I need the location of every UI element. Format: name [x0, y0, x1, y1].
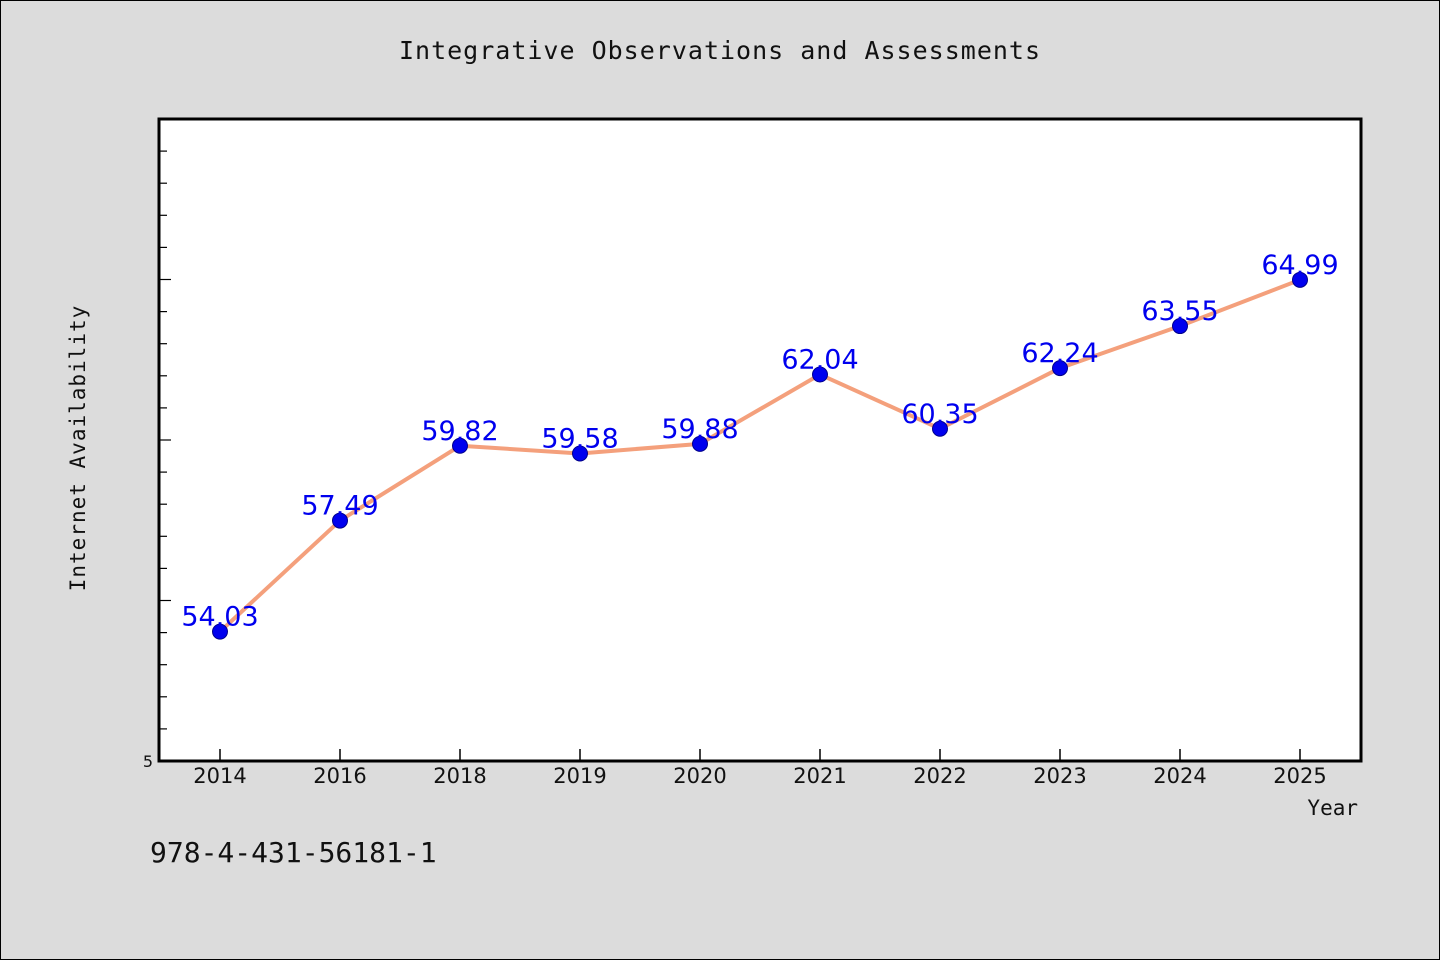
data-label: 59.82	[421, 416, 498, 447]
data-label: 63.55	[1141, 296, 1218, 327]
chart-title: Integrative Observations and Assessments	[398, 36, 1042, 65]
data-label: 59.58	[541, 423, 618, 454]
footnote-isbn: 978-4-431-56181-1	[150, 836, 437, 869]
x-tick-label: 2024	[1153, 764, 1206, 788]
x-tick-label: 2022	[913, 764, 966, 788]
data-point	[1172, 318, 1188, 335]
data-point	[932, 420, 948, 437]
data-label: 62.04	[781, 345, 858, 376]
data-label: 59.88	[661, 414, 738, 445]
x-tick-label: 2025	[1273, 764, 1326, 788]
x-tick-label: 2021	[793, 764, 846, 788]
data-labels: 54.03 57.49 59.82 59.58 59.88 62.04 60.35 62.24…	[181, 250, 1338, 633]
x-tick-label: 2023	[1033, 764, 1086, 788]
x-axis-ticks: 2014 2016 2018 2019 2020 2021 2022 2023 2024 2025	[193, 749, 1327, 788]
data-point	[212, 623, 228, 640]
y-tick-label: 5	[143, 752, 153, 771]
x-tick-label: 2019	[553, 764, 606, 788]
data-label: 64.99	[1261, 250, 1338, 281]
data-point	[692, 435, 708, 452]
data-label: 54.03	[181, 602, 258, 633]
x-tick-label: 2018	[433, 764, 486, 788]
data-point	[812, 366, 828, 383]
data-label: 62.24	[1021, 338, 1098, 369]
data-point	[452, 437, 468, 454]
x-tick-label: 2016	[313, 764, 366, 788]
data-markers	[212, 271, 1308, 640]
series-line	[218, 277, 1301, 634]
data-label: 60.35	[901, 399, 978, 430]
data-point	[1052, 360, 1068, 377]
data-point	[332, 512, 348, 529]
plot-area	[159, 119, 1361, 761]
data-point	[1292, 271, 1308, 288]
x-axis-label: Year	[1307, 796, 1358, 820]
plot-border	[157, 117, 1363, 763]
x-tick-label: 2020	[673, 764, 726, 788]
data-label: 57.49	[301, 491, 378, 522]
x-tick-label: 2014	[193, 764, 246, 788]
data-point	[572, 445, 588, 462]
